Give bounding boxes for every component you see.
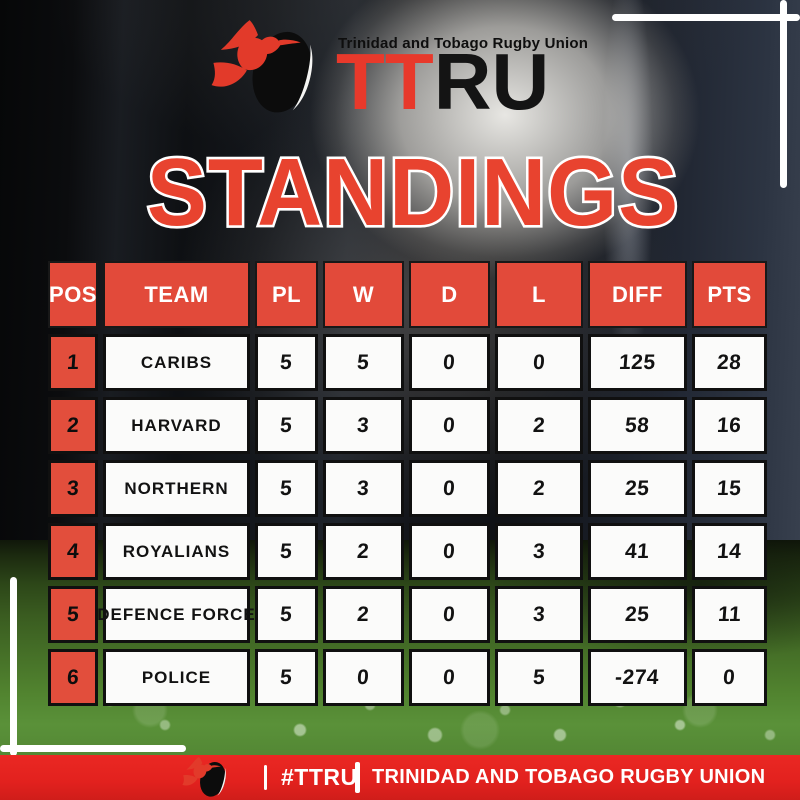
footer-separator-icon bbox=[355, 762, 360, 793]
cell-d: 0 bbox=[409, 649, 490, 706]
cell-d: 0 bbox=[409, 586, 490, 643]
cell-pts: 11 bbox=[692, 586, 767, 643]
cell-l: 3 bbox=[495, 586, 583, 643]
cell-pos: 2 bbox=[48, 397, 98, 454]
cell-l: 3 bbox=[495, 523, 583, 580]
cell-pl: 5 bbox=[255, 586, 318, 643]
cell-team: NORTHERN bbox=[103, 460, 250, 517]
cell-pos: 4 bbox=[48, 523, 98, 580]
cell-w: 2 bbox=[323, 586, 404, 643]
column-header-pts: PTS bbox=[692, 261, 767, 328]
cell-pl: 5 bbox=[255, 649, 318, 706]
cell-pl: 5 bbox=[255, 523, 318, 580]
cell-pl: 5 bbox=[255, 397, 318, 454]
ttru-wordmark: TTRU bbox=[336, 42, 549, 122]
column-header-pos: POS bbox=[48, 261, 98, 328]
cell-pts: 0 bbox=[692, 649, 767, 706]
cell-d: 0 bbox=[409, 334, 490, 391]
corner-line-top-right-vertical bbox=[780, 0, 787, 188]
ttru-bird-ball-logo-icon bbox=[211, 20, 320, 119]
cell-diff: 25 bbox=[588, 586, 687, 643]
wordmark-ru: RU bbox=[433, 37, 550, 126]
cell-l: 5 bbox=[495, 649, 583, 706]
cell-diff: -274 bbox=[588, 649, 687, 706]
cell-w: 2 bbox=[323, 523, 404, 580]
footer-org-name: TRINIDAD AND TOBAGO RUGBY UNION bbox=[372, 766, 766, 788]
corner-line-bottom-left-horizontal bbox=[0, 745, 186, 752]
cell-w: 5 bbox=[323, 334, 404, 391]
cell-pos: 6 bbox=[48, 649, 98, 706]
cell-pos: 1 bbox=[48, 334, 98, 391]
cell-team: HARVARD bbox=[103, 397, 250, 454]
column-header-diff: DIFF bbox=[588, 261, 687, 328]
cell-pts: 16 bbox=[692, 397, 767, 454]
cell-pos: 5 bbox=[48, 586, 98, 643]
corner-line-bottom-left-vertical bbox=[10, 577, 17, 756]
cell-team: ROYALIANS bbox=[103, 523, 250, 580]
cell-diff: 25 bbox=[588, 460, 687, 517]
cell-pts: 15 bbox=[692, 460, 767, 517]
column-header-team: TEAM bbox=[103, 261, 250, 328]
cell-l: 2 bbox=[495, 460, 583, 517]
cell-diff: 125 bbox=[588, 334, 687, 391]
cell-d: 0 bbox=[409, 397, 490, 454]
footer-separator-icon bbox=[264, 765, 267, 790]
cell-w: 0 bbox=[323, 649, 404, 706]
cell-pts: 14 bbox=[692, 523, 767, 580]
footer-bar: #TTRU TRINIDAD AND TOBAGO RUGBY UNION bbox=[0, 755, 800, 800]
cell-diff: 41 bbox=[588, 523, 687, 580]
column-header-l: L bbox=[495, 261, 583, 328]
cell-d: 0 bbox=[409, 523, 490, 580]
cell-pl: 5 bbox=[255, 460, 318, 517]
column-header-d: D bbox=[409, 261, 490, 328]
org-name-text: Trinidad and Tobago Rugby Union bbox=[338, 35, 589, 52]
ttru-bird-ball-logo-icon bbox=[182, 756, 230, 800]
cell-d: 0 bbox=[409, 460, 490, 517]
column-header-pl: PL bbox=[255, 261, 318, 328]
cell-w: 3 bbox=[323, 397, 404, 454]
cell-pts: 28 bbox=[692, 334, 767, 391]
corner-line-top-right-horizontal bbox=[612, 14, 800, 21]
cell-l: 2 bbox=[495, 397, 583, 454]
cell-team: POLICE bbox=[103, 649, 250, 706]
cell-diff: 58 bbox=[588, 397, 687, 454]
cell-w: 3 bbox=[323, 460, 404, 517]
standings-table: POS TEAM PL W D L DIFF PTS 1 CARIBS 5 5 … bbox=[48, 261, 767, 706]
cell-team: DEFENCE FORCE bbox=[97, 586, 255, 643]
cell-pl: 5 bbox=[255, 334, 318, 391]
page-title: STANDINGS bbox=[144, 137, 680, 248]
column-header-w: W bbox=[323, 261, 404, 328]
cell-team: CARIBS bbox=[103, 334, 250, 391]
cell-pos: 3 bbox=[48, 460, 98, 517]
footer-hashtag: #TTRU bbox=[281, 764, 358, 790]
wordmark-tt: TT bbox=[336, 37, 434, 126]
cell-l: 0 bbox=[495, 334, 583, 391]
